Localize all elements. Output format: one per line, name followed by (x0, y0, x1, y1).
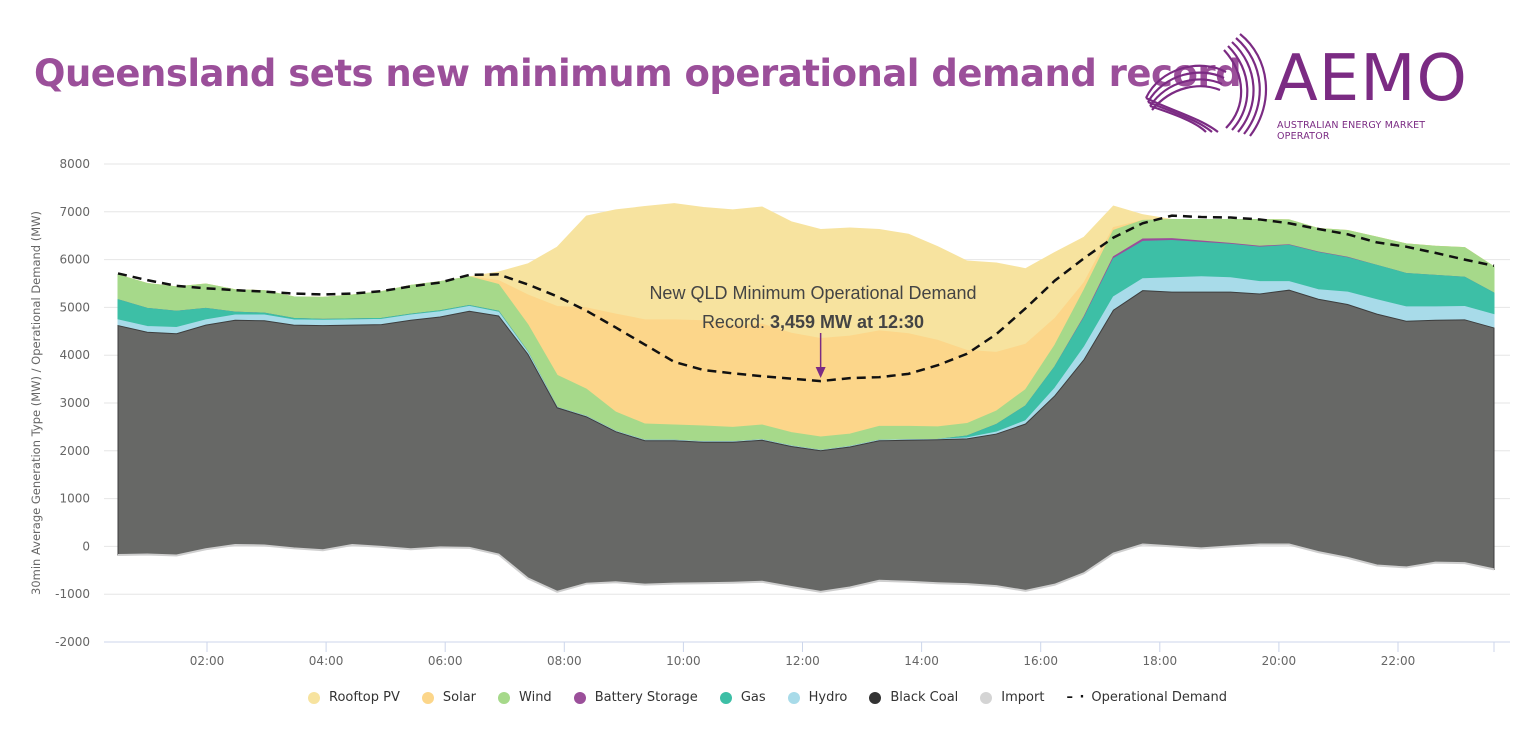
x-tick-label: 14:00 (904, 654, 939, 668)
y-tick-label: 4000 (59, 348, 90, 362)
y-axis-label: 30min Average Generation Type (MW) / Ope… (29, 211, 43, 595)
y-tick-label: 1000 (59, 492, 90, 506)
battery-storage-dot-icon (573, 691, 586, 704)
axes: 02:00 04:00 06:00 08:00 10:00 12:00 14:00 16:00… (190, 642, 1495, 668)
logo-wordmark: AEMO (1274, 42, 1468, 116)
logo-subtitle: AUSTRALIAN ENERGY MARKET OPERATOR (1277, 120, 1426, 142)
legend-item-battery-storage[interactable]: Battery Storage (573, 690, 698, 705)
legend-item-import[interactable]: Import (980, 690, 1044, 705)
area-series (117, 203, 1495, 593)
aemo-swoosh-icon (1145, 33, 1268, 137)
x-tick-label: 06:00 (428, 654, 463, 668)
legend-label: Hydro (808, 690, 848, 705)
x-tick-label: 08:00 (547, 654, 582, 668)
demand-line-group (117, 214, 1495, 383)
rooftop-pv-dot-icon (308, 691, 320, 704)
legend-item-solar[interactable]: Solar (421, 690, 477, 705)
gas-dot-icon (719, 691, 732, 704)
legend-label: Black Coal (890, 690, 959, 705)
annotation-prefix: Record: (702, 312, 770, 332)
hydro-dot-icon (787, 691, 800, 704)
y-tick-label: 7000 (59, 205, 90, 219)
legend-item-wind[interactable]: Wind (498, 690, 552, 705)
annotation-line1: New QLD Minimum Operational Demand (649, 283, 976, 303)
x-tick-label: 12:00 (785, 654, 820, 668)
x-tick-label: 02:00 (190, 654, 225, 668)
y-tick-label: 0 (82, 539, 90, 553)
legend-label: Battery Storage (594, 690, 698, 705)
legend-item-gas[interactable]: Gas (719, 690, 766, 705)
x-tick-label: 16:00 (1023, 654, 1058, 668)
area-import-edge[interactable] (117, 543, 1495, 593)
legend: Rooftop PV Solar Wind Battery Storage Ga… (308, 690, 1249, 705)
x-tick-label: 04:00 (309, 654, 344, 668)
legend-item-rooftop-pv[interactable]: Rooftop PV (308, 690, 400, 705)
import-dot-icon (980, 691, 993, 704)
y-tick-label: 2000 (59, 444, 90, 458)
legend-item-operational-demand[interactable]: – · Operational Demand (1066, 690, 1227, 705)
dashed-line-icon: – · (1066, 690, 1086, 705)
legend-label: Import (1001, 690, 1045, 705)
annotation-arrowhead-icon (815, 367, 826, 379)
legend-item-black-coal[interactable]: Black Coal (869, 690, 958, 705)
annotation-line2: Record: 3,459 MW at 12:30 (702, 312, 924, 332)
legend-label: Wind (519, 690, 552, 705)
black-coal-dot-icon (869, 691, 882, 704)
x-tick-label: 18:00 (1143, 654, 1178, 668)
y-tick-label: -1000 (55, 587, 90, 601)
solar-dot-icon (421, 691, 434, 704)
y-tick-label: 6000 (59, 253, 90, 267)
wind-dot-icon (498, 691, 511, 704)
x-tick-label: 20:00 (1262, 654, 1297, 668)
annotation-value: 3,459 MW at 12:30 (770, 312, 924, 332)
aemo-logo: AEMO AUSTRALIAN ENERGY MARKET OPERATOR (1140, 28, 1480, 142)
legend-item-hydro[interactable]: Hydro (787, 690, 848, 705)
legend-label: Rooftop PV (329, 690, 400, 705)
y-tick-label: -2000 (55, 635, 90, 649)
y-tick-label: 3000 (59, 396, 90, 410)
operational-demand-line[interactable] (117, 214, 1495, 383)
x-tick-label: 10:00 (666, 654, 701, 668)
y-tick-label: 8000 (59, 157, 90, 171)
record-annotation: New QLD Minimum Operational Demand Recor… (649, 283, 977, 379)
legend-label: Operational Demand (1091, 690, 1227, 705)
page-title: Queensland sets new minimum operational … (34, 52, 1242, 95)
x-tick-label: 22:00 (1381, 654, 1416, 668)
legend-label: Solar (442, 690, 477, 705)
legend-label: Gas (740, 690, 766, 705)
y-tick-label: 5000 (59, 300, 90, 314)
